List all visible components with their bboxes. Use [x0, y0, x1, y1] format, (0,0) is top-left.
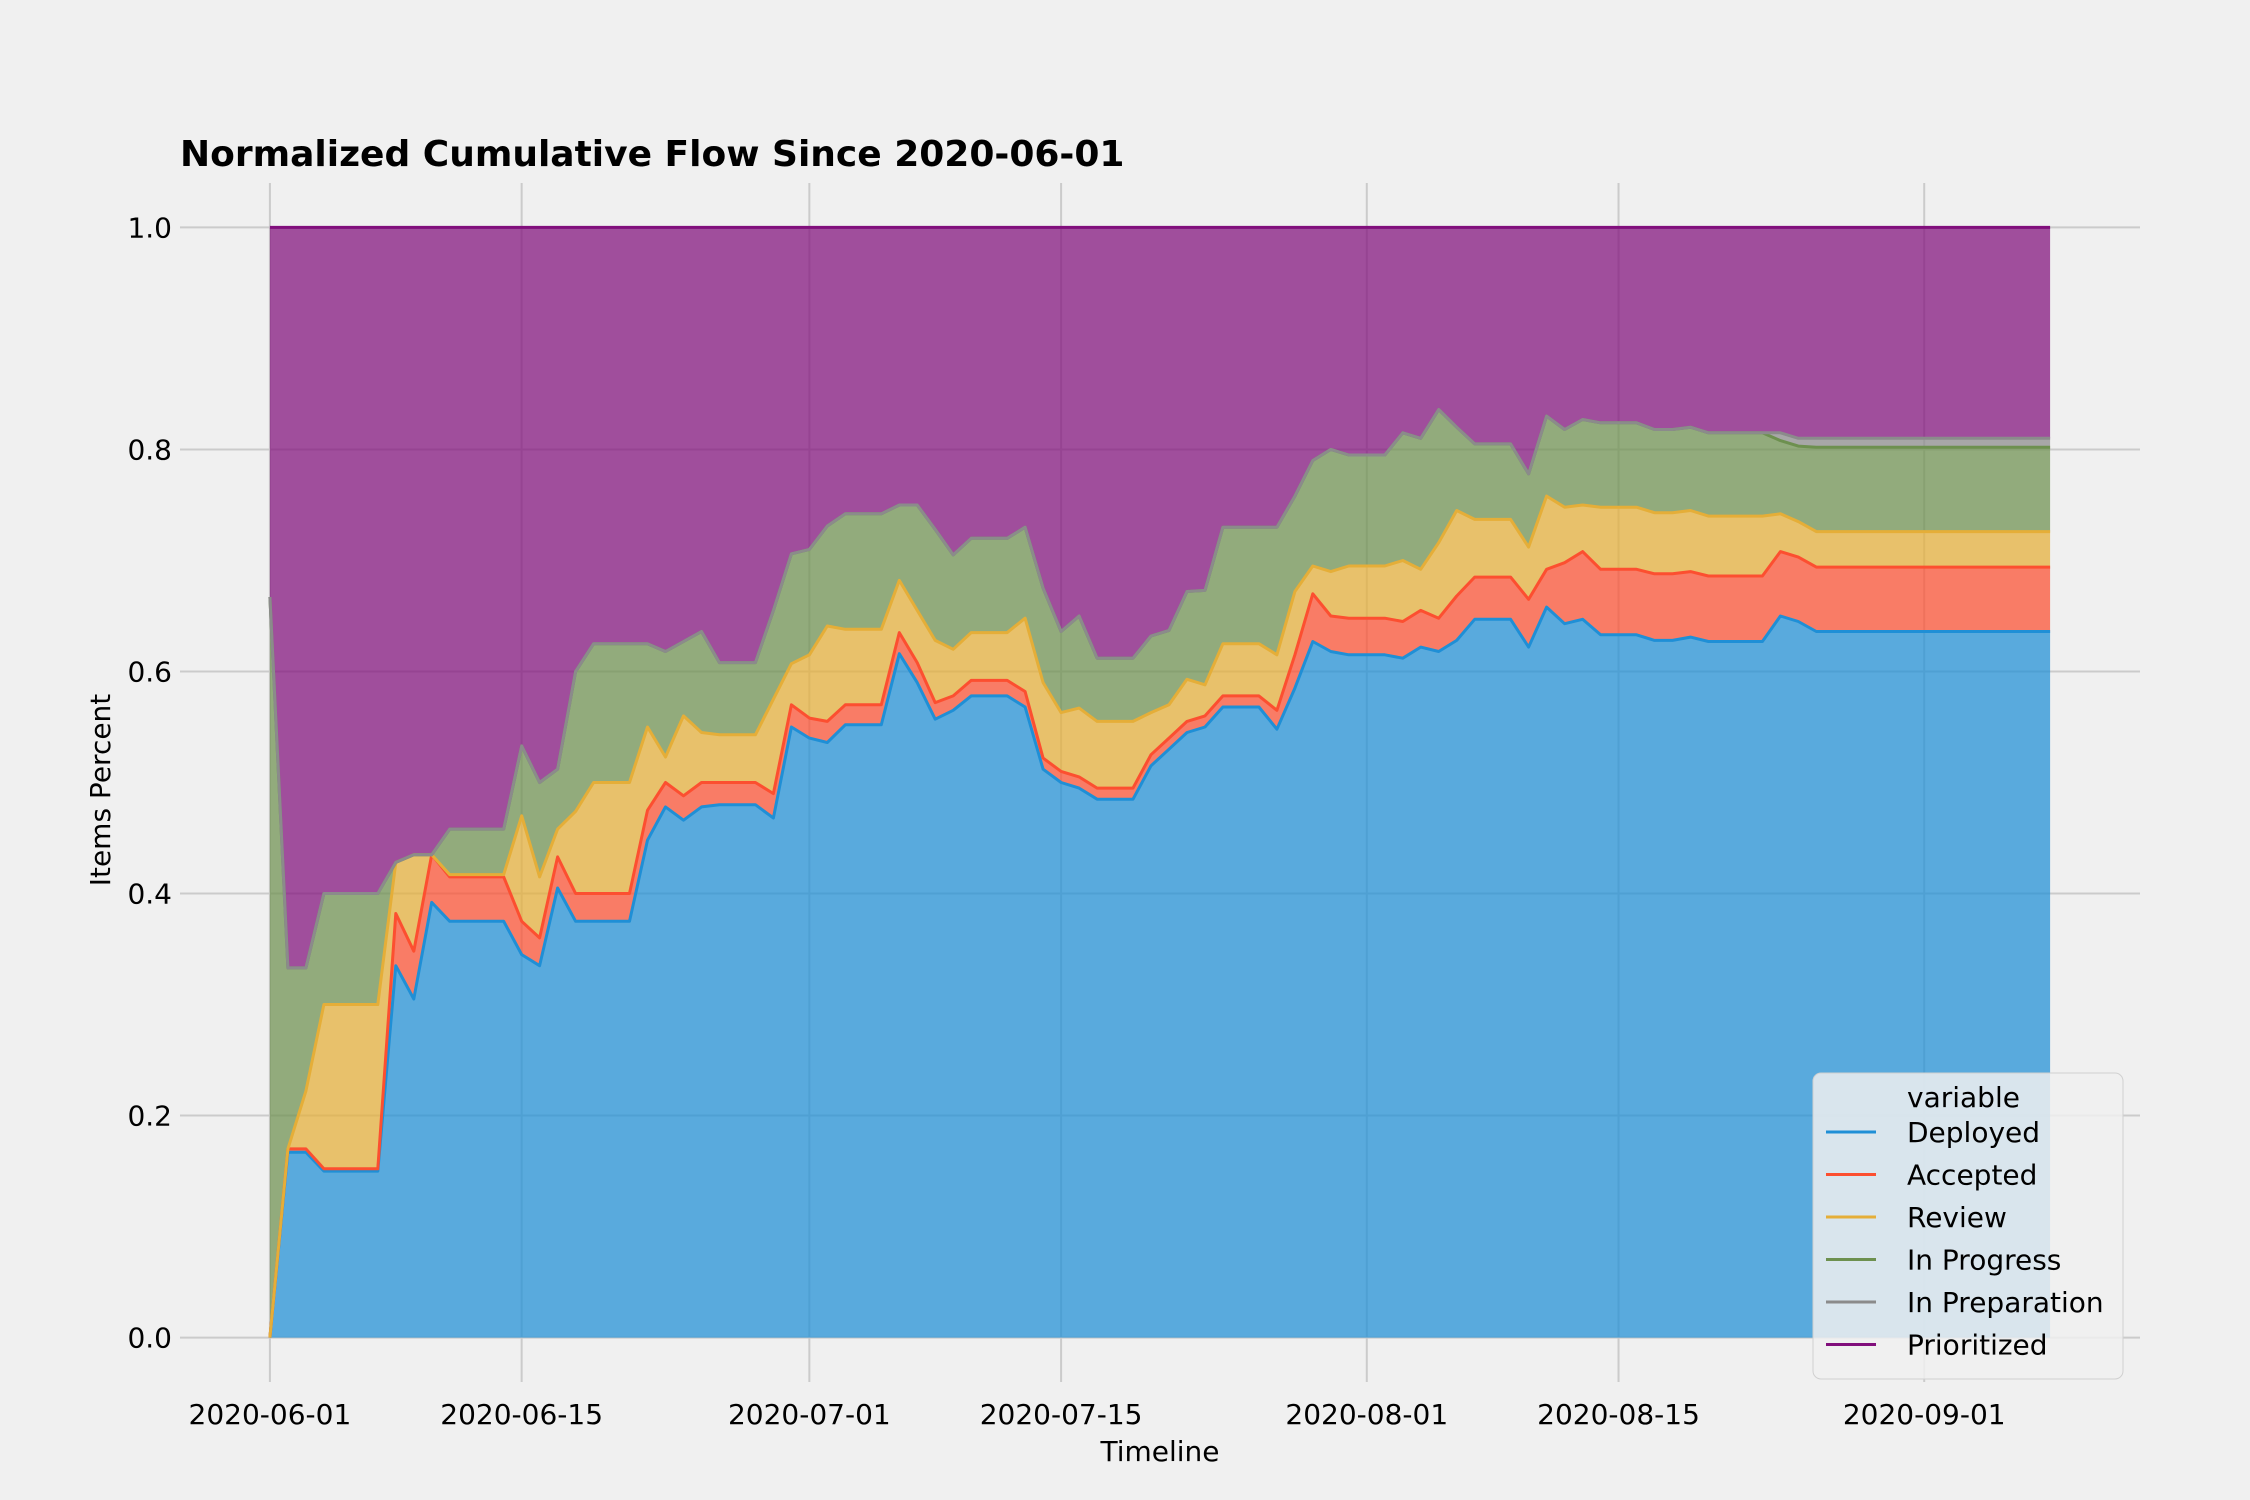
line-accepted — [268, 550, 2051, 1338]
line-deployed — [268, 605, 2051, 1338]
x-tick-label: 2020-06-15 — [440, 1398, 603, 1431]
legend-box — [1812, 1072, 2124, 1380]
area-prioritized — [269, 227, 2051, 968]
line-review — [268, 494, 2051, 1338]
stacked-areas — [269, 227, 2051, 1338]
legend-title: variable — [1907, 1081, 2020, 1114]
y-tick-label: 0.4 — [127, 878, 172, 911]
legend-label: In Preparation — [1907, 1286, 2104, 1319]
x-tick-label: 2020-08-01 — [1285, 1398, 1448, 1431]
area-in-progress — [269, 409, 2051, 1338]
legend-label: In Progress — [1907, 1244, 2061, 1277]
x-tick-label: 2020-09-01 — [1843, 1398, 2006, 1431]
x-tick-label: 2020-07-15 — [980, 1398, 1143, 1431]
line-in-preparation — [268, 408, 2051, 970]
legend-label: Prioritized — [1907, 1329, 2048, 1362]
x-axis-label: Timeline — [1099, 1435, 1219, 1468]
area-deployed — [269, 607, 2051, 1338]
y-tick-label: 0.8 — [127, 433, 172, 466]
y-tick-label: 1.0 — [127, 211, 172, 244]
x-tick-label: 2020-06-01 — [189, 1398, 352, 1431]
legend-label: Deployed — [1907, 1116, 2040, 1149]
legend-label: Review — [1907, 1201, 2007, 1234]
y-tick-label: 0.2 — [127, 1100, 172, 1133]
legend-label: Accepted — [1907, 1159, 2037, 1192]
y-axis-label: Items Percent — [84, 694, 117, 887]
chart-title: Normalized Cumulative Flow Since 2020-06… — [180, 134, 1124, 175]
x-tick-label: 2020-08-15 — [1537, 1398, 1700, 1431]
series-lines — [268, 225, 2051, 1338]
y-tick-label: 0.6 — [127, 655, 172, 688]
legend: variable Deployed Accepted Review In Progre… — [1812, 1072, 2124, 1380]
y-tick-label: 0.0 — [127, 1322, 172, 1355]
axes: 0.0 0.2 0.4 0.6 0.8 1.0 2020-06-01 2020-06-15 20… — [127, 211, 2005, 1431]
x-tick-label: 2020-07-01 — [728, 1398, 891, 1431]
